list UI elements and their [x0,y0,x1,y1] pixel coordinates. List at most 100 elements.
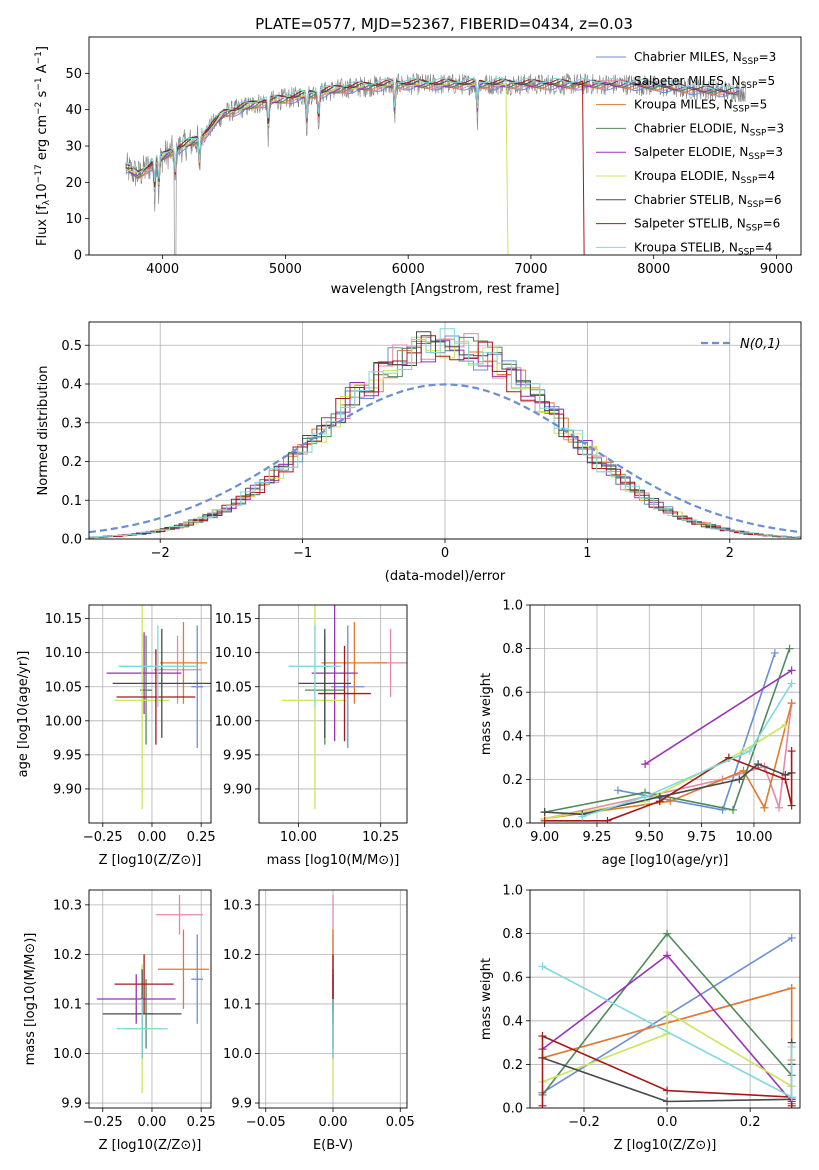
weight-marker [641,760,650,769]
axes-frame [258,604,408,824]
residual-histogram [89,338,801,538]
normal-curve [88,383,802,534]
y-tick-label: 0.8 [502,927,523,942]
label-part: λ [42,199,52,205]
legend-value: =3 [759,50,777,64]
x-tick-label: 9.50 [635,830,664,845]
weight-marker [787,679,796,688]
y-tick-label: 30 [65,140,82,155]
weight-marker [663,951,672,960]
x-tick-label: −2 [151,546,170,561]
x-tick-label: 0.0 [657,1115,678,1130]
x-axis-label: (data-model)/error [385,569,506,584]
y-tick-label: 0.2 [502,773,523,788]
y-tick-label: 0.2 [502,1058,523,1073]
y-tick-label: 10.05 [45,680,82,695]
label-part: 10 [35,183,50,200]
y-tick-label: 10.0 [53,1047,82,1062]
y-tick-label: 0.4 [61,378,82,393]
residual-histogram [89,336,801,539]
legend-subscript: SSP [746,224,763,234]
y-axis-label: mass weight [479,673,494,755]
y-tick-label: 10.05 [215,680,252,695]
y-tick-label: 9.95 [223,748,252,763]
weight-marker [578,812,587,821]
residual-histogram [89,335,801,538]
legend-subscript: SSP [748,152,765,162]
weight-marker [787,984,796,993]
y-tick-label: 40 [65,103,82,118]
weight-marker [735,775,744,784]
y-tick-label: 0.0 [502,1102,523,1117]
observed-spectrum [125,72,746,255]
weight-marker [787,1093,796,1102]
legend-label: Kroupa MILES, NSSP=5 [634,98,767,115]
x-tick-label: −1 [293,546,312,561]
y-tick-label: 10 [65,212,82,227]
weight-marker [663,1008,672,1017]
x-tick-label: 0.25 [187,830,216,845]
x-tick-label: 9000 [760,262,793,277]
y-tick-label: 10.00 [215,714,252,729]
y-tick-label: 9.9 [231,1097,252,1112]
y-tick-label: 10.10 [45,646,82,661]
legend-label: Salpeter ELODIE, NSSP=3 [634,145,783,162]
weight-marker [540,808,549,817]
y-tick-label: 0.3 [61,416,82,431]
label-part: ] [35,46,50,51]
y-tick-label: 10.1 [53,997,82,1012]
label-part: A [35,64,50,77]
y-tick-label: 0.2 [61,455,82,470]
legend-label: Kroupa STELIB, NSSP=4 [634,240,772,257]
x-axis-label: age [log10(age/yr)] [602,853,729,868]
model-spectrum-line [125,84,740,190]
weight-marker [781,775,790,784]
x-tick-label: 0.00 [319,1115,348,1130]
figure-title: PLATE=0577, MJD=52367, FIBERID=0434, z=0… [255,15,633,33]
weight-marker [745,747,754,756]
weight-line [544,648,791,813]
legend-label: Salpeter STELIB, NSSP=6 [634,217,780,234]
legend-subscript: SSP [733,105,750,115]
y-tick-label: 9.90 [223,782,252,797]
legend-value: =3 [765,145,783,159]
y-tick-label: 9.9 [61,1097,82,1112]
y-tick-label: 0.4 [502,729,523,744]
residual-histogram [89,328,801,539]
x-axis-label: Z [log10(Z/Z⊙)] [99,853,202,868]
label-part: erg cm [35,115,50,164]
weight-marker [603,816,612,823]
axes-frame [88,604,212,824]
y-axis-label: Normed distribution [36,366,51,496]
y-tick-label: 0.6 [502,971,523,986]
y-tick-label: 10.10 [215,646,252,661]
x-tick-label: 8000 [637,262,670,277]
x-tick-label: 0 [441,546,449,561]
weight-marker [538,962,547,971]
label-part: −1 [34,51,44,64]
axes-frame [88,889,212,1109]
axes-frame [88,36,802,256]
x-tick-label: −0.05 [246,1115,286,1130]
legend-subscript: SSP [742,57,759,67]
x-tick-label: 6000 [392,262,425,277]
weight-marker [787,666,796,675]
x-axis-label: mass [log10(M/M⊙)] [267,853,400,868]
legend-label: Chabrier ELODIE, NSSP=3 [634,121,784,138]
y-tick-label: 0.1 [61,494,82,509]
weight-marker [729,805,738,814]
x-tick-label: 2 [726,546,734,561]
y-tick-label: 9.95 [53,748,82,763]
x-tick-label: −0.25 [83,830,123,845]
legend-label: Chabrier MILES, NSSP=3 [634,50,776,67]
y-axis-label: age [log10(age/yr)] [16,651,31,778]
weight-marker [787,747,796,756]
legend-label: N(0,1) [740,337,781,352]
x-tick-label: −0.2 [568,1115,600,1130]
legend-subscript: SSP [738,247,755,257]
x-axis-label: wavelength [Angstrom, rest frame] [331,282,560,297]
weight-marker [641,792,650,801]
weight-marker [663,1086,672,1095]
label-part: −17 [34,164,44,183]
label-part: −2 [34,102,44,115]
